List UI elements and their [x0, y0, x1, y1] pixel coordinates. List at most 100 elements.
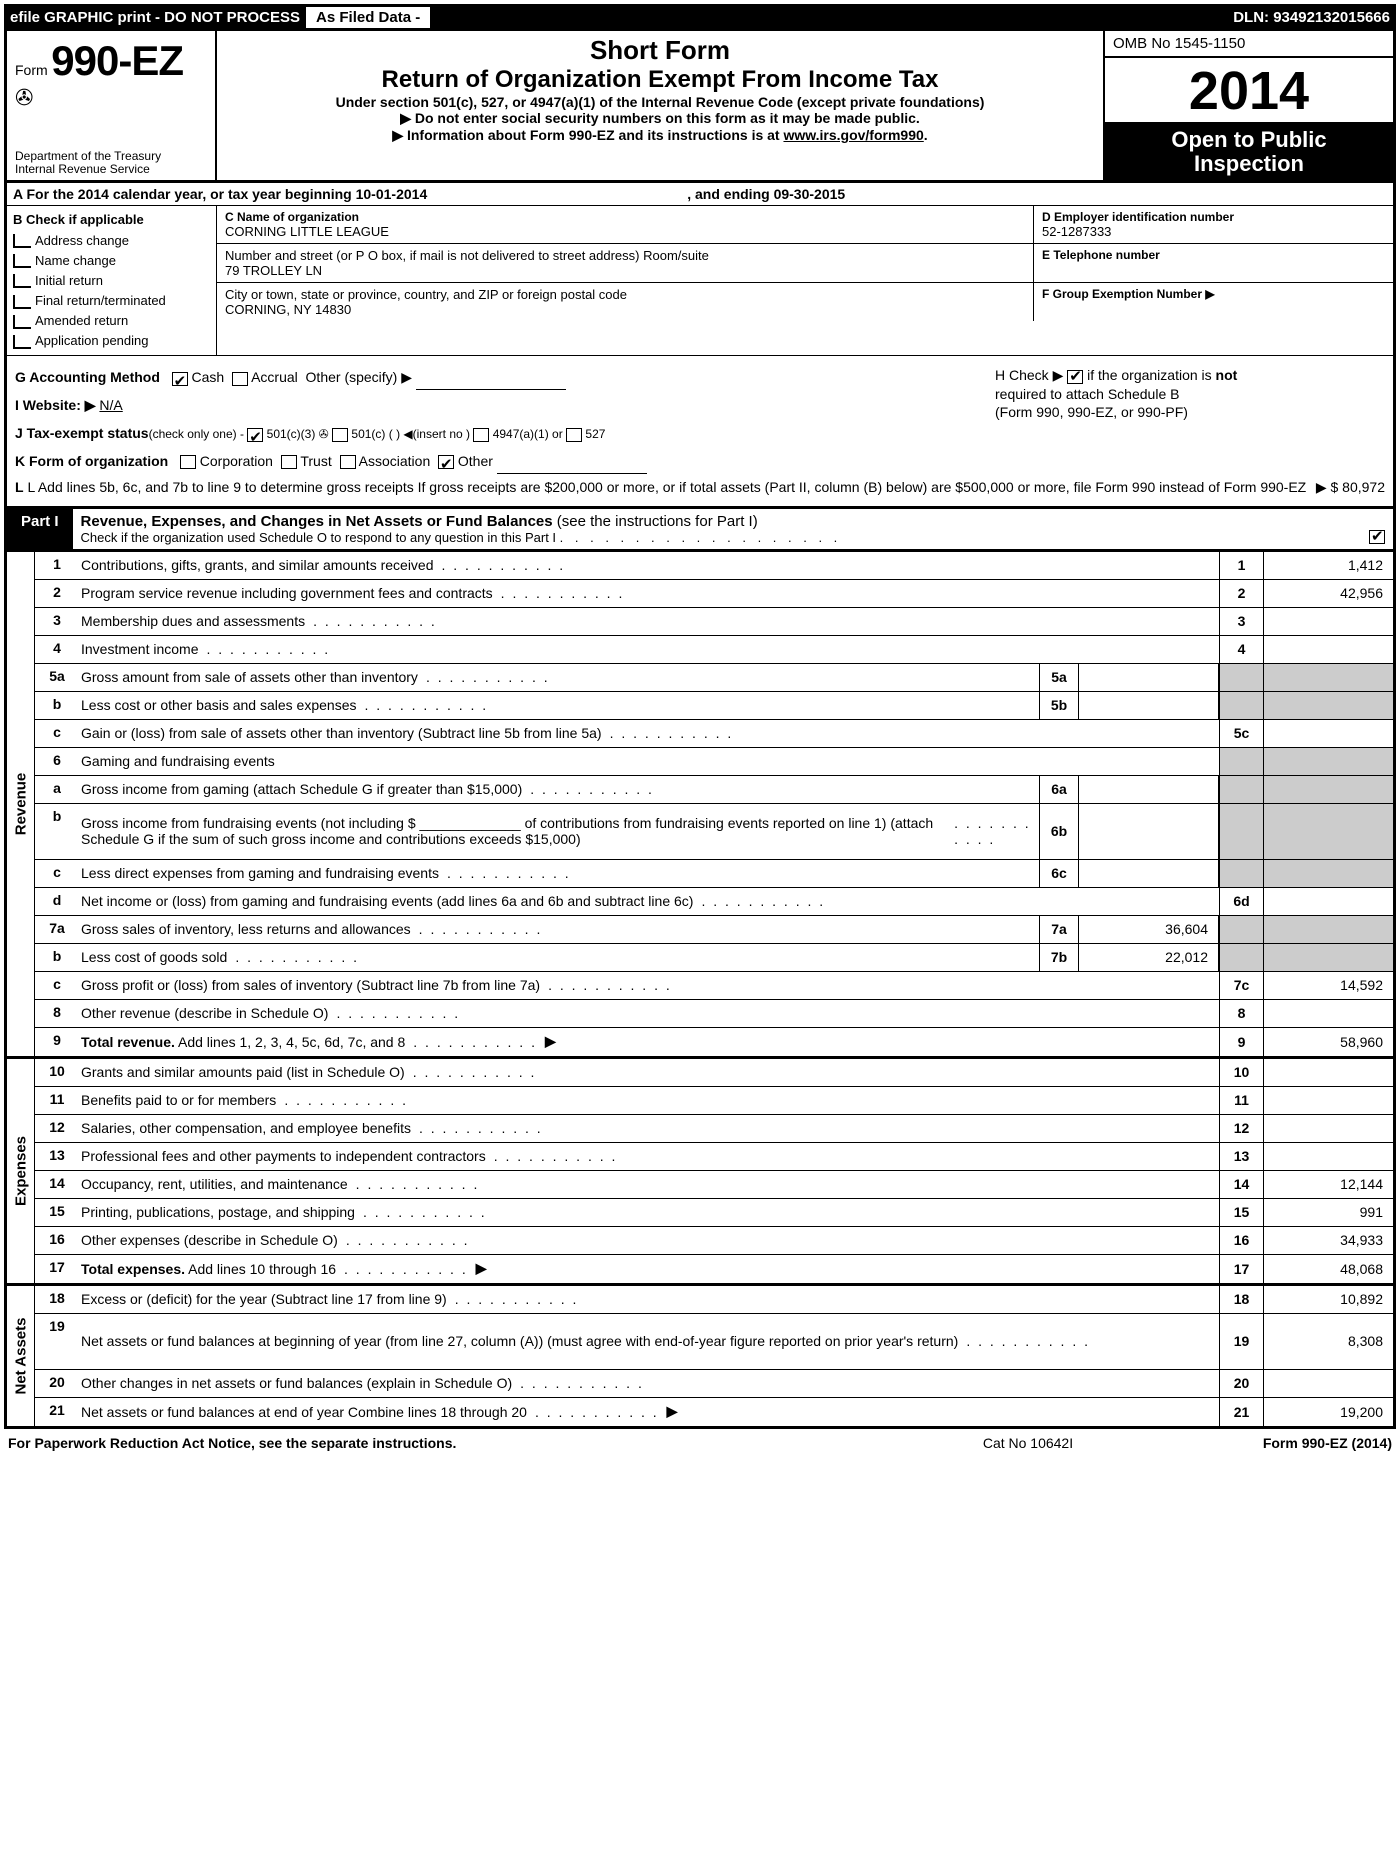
sub-val-cell [1079, 860, 1219, 887]
right-val-cell: 14,592 [1263, 972, 1393, 999]
line-num: 10 [35, 1059, 79, 1086]
irs-link[interactable]: www.irs.gov/form990 [783, 127, 923, 143]
line-row: 20Other changes in net assets or fund ba… [35, 1370, 1393, 1398]
line-desc: Net income or (loss) from gaming and fun… [79, 888, 1219, 915]
ein-value: 52-1287333 [1042, 224, 1385, 239]
right-val-cell [1263, 804, 1393, 859]
line-num: 13 [35, 1143, 79, 1170]
line-desc: Investment income . . . . . . . . . . . [79, 636, 1219, 663]
b-checkbox-item[interactable]: Initial return [13, 271, 210, 291]
line-desc: Other revenue (describe in Schedule O) .… [79, 1000, 1219, 1027]
line-desc: Grants and similar amounts paid (list in… [79, 1059, 1219, 1086]
h-checkbox[interactable] [1067, 370, 1083, 384]
right-num-cell [1219, 804, 1263, 859]
side-label: Revenue [7, 552, 35, 1056]
line-desc: Gross amount from sale of assets other t… [79, 664, 1039, 691]
right-num-cell: 14 [1219, 1171, 1263, 1198]
line-row: 5aGross amount from sale of assets other… [35, 664, 1393, 692]
line-desc: Net assets or fund balances at end of ye… [79, 1398, 1219, 1426]
line-desc: Gross income from gaming (attach Schedul… [79, 776, 1039, 803]
line-num: b [35, 692, 79, 719]
header-right: OMB No 1545-1150 2014 Open to Public Ins… [1103, 31, 1393, 180]
line-row: 21Net assets or fund balances at end of … [35, 1398, 1393, 1426]
right-val-cell [1263, 748, 1393, 775]
b-checkbox-item[interactable]: Name change [13, 251, 210, 271]
line-num: 4 [35, 636, 79, 663]
k-other-check[interactable] [438, 455, 454, 469]
header-left: Form 990-EZ ✇ Department of the Treasury… [7, 31, 217, 180]
d-ein-cell: D Employer identification number 52-1287… [1033, 206, 1393, 243]
section-cde: C Name of organization CORNING LITTLE LE… [217, 206, 1393, 355]
line-num: c [35, 972, 79, 999]
line-desc: Benefits paid to or for members . . . . … [79, 1087, 1219, 1114]
right-val-cell [1263, 1143, 1393, 1170]
right-val-cell [1263, 1370, 1393, 1397]
part1-check[interactable] [1369, 530, 1385, 544]
short-form-title: Short Form [225, 35, 1095, 66]
right-val-cell: 42,956 [1263, 580, 1393, 607]
line-row: 10Grants and similar amounts paid (list … [35, 1059, 1393, 1087]
footer-mid: Cat No 10642I [983, 1435, 1263, 1451]
line-num: 12 [35, 1115, 79, 1142]
footer-right: Form 990-EZ (2014) [1263, 1435, 1392, 1451]
right-num-cell: 7c [1219, 972, 1263, 999]
j-501c-check[interactable] [332, 428, 348, 442]
line-desc: Other expenses (describe in Schedule O) … [79, 1227, 1219, 1254]
k-assoc-check[interactable] [340, 455, 356, 469]
l-row: L L Add lines 5b, 6c, and 7b to line 9 t… [15, 478, 1385, 496]
right-num-cell: 11 [1219, 1087, 1263, 1114]
line-num: 1 [35, 552, 79, 579]
line-desc: Excess or (deficit) for the year (Subtra… [79, 1286, 1219, 1313]
line-row: 8Other revenue (describe in Schedule O) … [35, 1000, 1393, 1028]
k-trust-check[interactable] [281, 455, 297, 469]
row-a-text: A For the 2014 calendar year, or tax yea… [13, 186, 427, 202]
sub-num-cell: 5a [1039, 664, 1079, 691]
line-row: 6Gaming and fundraising events [35, 748, 1393, 776]
right-num-cell: 12 [1219, 1115, 1263, 1142]
right-val-cell: 34,933 [1263, 1227, 1393, 1254]
g-accrual-check[interactable] [232, 372, 248, 386]
asfiled-label: As Filed Data - [306, 7, 430, 28]
g-cash-check[interactable] [172, 372, 188, 386]
b-checkbox-item[interactable]: Final return/terminated [13, 291, 210, 311]
header-subtitle: Under section 501(c), 527, or 4947(a)(1)… [225, 94, 1095, 110]
line-row: aGross income from gaming (attach Schedu… [35, 776, 1393, 804]
k-corp-check[interactable] [180, 455, 196, 469]
b-checkbox-item[interactable]: Application pending [13, 331, 210, 351]
line-num: 16 [35, 1227, 79, 1254]
right-val-cell [1263, 636, 1393, 663]
header-note2: ▶ Information about Form 990-EZ and its … [225, 127, 1095, 144]
tax-year: 2014 [1105, 58, 1393, 124]
right-num-cell: 17 [1219, 1255, 1263, 1283]
line-row: bGross income from fundraising events (n… [35, 804, 1393, 860]
right-val-cell [1263, 608, 1393, 635]
row-a: A For the 2014 calendar year, or tax yea… [4, 183, 1396, 206]
line-desc: Less cost of goods sold . . . . . . . . … [79, 944, 1039, 971]
section-expenses: Expenses10Grants and similar amounts pai… [4, 1059, 1396, 1286]
j-527-check[interactable] [566, 428, 582, 442]
line-num: 21 [35, 1398, 79, 1426]
line-desc: Gross sales of inventory, less returns a… [79, 916, 1039, 943]
line-row: 14Occupancy, rent, utilities, and mainte… [35, 1171, 1393, 1199]
line-num: 9 [35, 1028, 79, 1056]
line-desc: Occupancy, rent, utilities, and maintena… [79, 1171, 1219, 1198]
line-num: b [35, 944, 79, 971]
right-val-cell: 991 [1263, 1199, 1393, 1226]
b-checkbox-item[interactable]: Address change [13, 231, 210, 251]
j-501c3-check[interactable] [247, 428, 263, 442]
line-num: 2 [35, 580, 79, 607]
side-label: Net Assets [7, 1286, 35, 1426]
j-row: J Tax-exempt status(check only one) - 50… [15, 422, 1385, 446]
sub-val-cell: 36,604 [1079, 916, 1219, 943]
right-val-cell [1263, 720, 1393, 747]
right-val-cell: 1,412 [1263, 552, 1393, 579]
line-row: 2Program service revenue including gover… [35, 580, 1393, 608]
j-4947-check[interactable] [473, 428, 489, 442]
line-row: 11Benefits paid to or for members . . . … [35, 1087, 1393, 1115]
b-checkbox-item[interactable]: Amended return [13, 311, 210, 331]
website-value: N/A [99, 397, 122, 413]
irs-label: Internal Revenue Service [15, 163, 161, 176]
right-val-cell [1263, 1059, 1393, 1086]
line-desc: Program service revenue including govern… [79, 580, 1219, 607]
line-row: 19Net assets or fund balances at beginni… [35, 1314, 1393, 1370]
